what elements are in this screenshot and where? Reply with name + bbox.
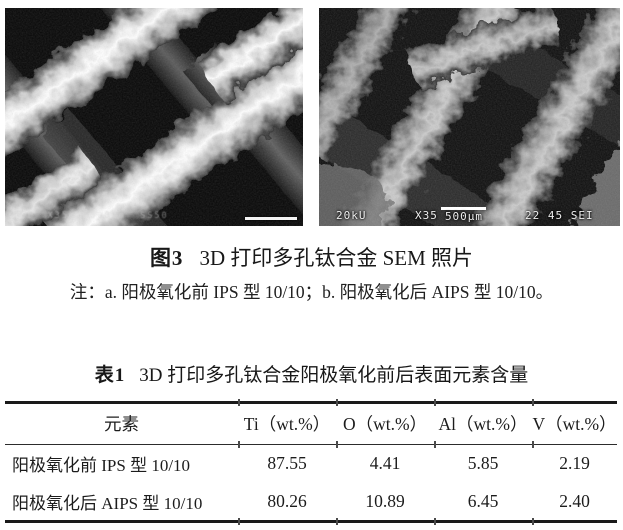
table-caption: 表1 3D 打印多孔钛合金阳极氧化前后表面元素含量	[0, 363, 623, 388]
sem-micrograph-b	[319, 8, 620, 226]
column-tick	[238, 399, 240, 406]
row-value-al: 5.85	[467, 453, 499, 474]
row-value-al: 6.45	[467, 490, 499, 511]
sem-image-a: SEI X35 0500μm SS50	[5, 8, 303, 226]
table-title: 3D 打印多孔钛合金阳极氧化前后表面元素含量	[139, 365, 529, 386]
column-tick	[336, 518, 338, 525]
table-rule-header	[5, 443, 617, 446]
sem-a-scale-bar	[245, 217, 297, 220]
column-tick	[532, 518, 534, 525]
header-element: 元素	[104, 414, 139, 435]
row-value-ti: 80.26	[267, 490, 307, 511]
sem-b-voltage: 20kU	[336, 209, 367, 222]
figure-title: 3D 打印多孔钛合金 SEM 照片	[199, 246, 474, 270]
column-tick	[532, 441, 534, 448]
sem-b-scale-label: 500μm	[444, 210, 484, 223]
table-label: 表1	[94, 365, 126, 386]
figure-images-row: SEI X35 0500μm SS50	[5, 8, 620, 226]
table-rule-top	[5, 401, 617, 404]
column-tick	[336, 441, 338, 448]
row-value-v: 2.19	[559, 453, 590, 474]
column-tick	[336, 399, 338, 406]
table-row: 阳极氧化后 AIPS 型 10/10 80.26 10.89 6.45 2.40	[5, 483, 617, 521]
row-label: 阳极氧化前 IPS 型 10/10	[12, 456, 191, 476]
figure-label: 图3	[149, 246, 184, 270]
row-label: 阳极氧化后 AIPS 型 10/10	[12, 493, 203, 513]
sem-micrograph-a	[5, 8, 303, 226]
sem-a-footer-text: SEI X35 0500μm SS50	[12, 211, 169, 221]
row-value-v: 2.40	[559, 490, 590, 511]
column-tick	[434, 441, 436, 448]
row-value-ti: 87.55	[267, 453, 307, 474]
table-rule-bottom	[5, 520, 617, 524]
table-row: 阳极氧化前 IPS 型 10/10 87.55 4.41 5.85 2.19	[5, 445, 617, 483]
header-al: Al（wt.%）	[438, 414, 528, 435]
column-tick	[238, 518, 240, 525]
header-o: O（wt.%）	[342, 414, 428, 435]
column-tick	[238, 441, 240, 448]
sem-b-info-bar: 20kU X35 500μm 22 45 SEI	[319, 202, 620, 226]
row-value-o: 4.41	[369, 453, 401, 474]
header-ti: Ti（wt.%）	[243, 414, 331, 435]
figure-caption: 图3 3D 打印多孔钛合金 SEM 照片	[0, 245, 623, 272]
sem-image-b: 20kU X35 500μm 22 45 SEI	[319, 8, 620, 226]
figure-note: 注：a. 阳极氧化前 IPS 型 10/10；b. 阳极氧化后 AIPS 型 1…	[69, 282, 554, 302]
table-header-row: 元素 Ti（wt.%） O（wt.%） Al（wt.%） V（wt.%）	[5, 404, 617, 444]
column-tick	[434, 399, 436, 406]
row-value-o: 10.89	[365, 490, 405, 511]
sem-b-footer-right: 22 45 SEI	[525, 209, 594, 222]
column-tick	[434, 518, 436, 525]
header-v: V（wt.%）	[532, 414, 617, 435]
element-content-table: 元素 Ti（wt.%） O（wt.%） Al（wt.%） V（wt.%） 阳极氧…	[5, 399, 617, 525]
column-tick	[532, 399, 534, 406]
sem-b-scale-bar	[441, 207, 486, 210]
sem-b-magnification: X35	[415, 209, 438, 222]
